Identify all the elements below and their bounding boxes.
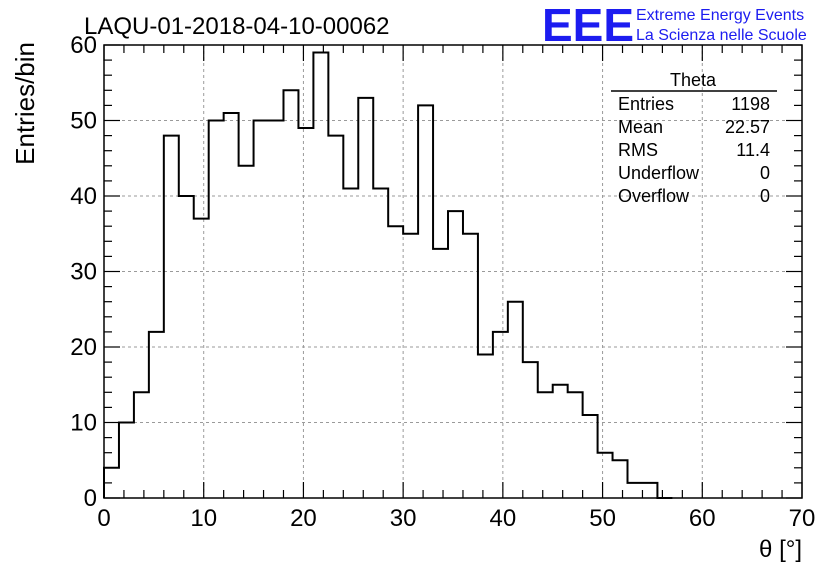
y-tick-label: 10 (70, 410, 97, 437)
y-tick-label: 30 (70, 259, 97, 286)
eee-logo-mark: EEE (542, 0, 634, 51)
plot-frame (103, 44, 803, 499)
y-axis-label: Entries/bin (10, 42, 40, 165)
x-tick-label: 10 (190, 505, 217, 532)
x-tick-label: 0 (97, 505, 110, 532)
stats-label: Overflow (618, 186, 690, 206)
y-tick-labels: 0 10 20 30 40 50 60 (70, 32, 97, 512)
stats-label: Underflow (618, 163, 700, 183)
x-axis-label: θ [°] (759, 536, 802, 563)
x-tick-labels: 0 10 20 30 40 50 60 70 (97, 505, 815, 532)
y-tick-label: 0 (84, 485, 97, 512)
y-tick-label: 60 (70, 32, 97, 59)
x-tick-label: 20 (290, 505, 317, 532)
histogram-outline (103, 51, 673, 499)
x-tick-label: 70 (789, 505, 816, 532)
x-tick-label: 60 (689, 505, 716, 532)
eee-logo-line2: La Scienza nelle Scuole (636, 27, 807, 44)
stats-value: 0 (760, 186, 770, 206)
stats-value: 22.57 (725, 117, 770, 137)
x-tick-label: 40 (490, 505, 517, 532)
y-tick-label: 20 (70, 334, 97, 361)
stats-value: 1198 (731, 94, 770, 114)
stats-label: RMS (618, 140, 658, 160)
eee-logo-line1: Extreme Energy Events (636, 7, 804, 24)
grid-lines (104, 45, 802, 498)
x-tick-label: 30 (390, 505, 417, 532)
stats-box: Theta Entries 1198 Mean 22.57 RMS 11.4 Underfl… (611, 70, 777, 206)
stats-title: Theta (670, 70, 717, 90)
stats-value: 0 (760, 163, 770, 183)
y-tick-label: 50 (70, 108, 97, 135)
plot-title: LAQU-01-2018-04-10-00062 (84, 13, 390, 40)
x-tick-label: 50 (589, 505, 616, 532)
stats-label: Entries (618, 94, 674, 114)
stats-label: Mean (618, 117, 663, 137)
stats-value: 11.4 (736, 140, 770, 160)
y-tick-label: 40 (70, 183, 97, 210)
